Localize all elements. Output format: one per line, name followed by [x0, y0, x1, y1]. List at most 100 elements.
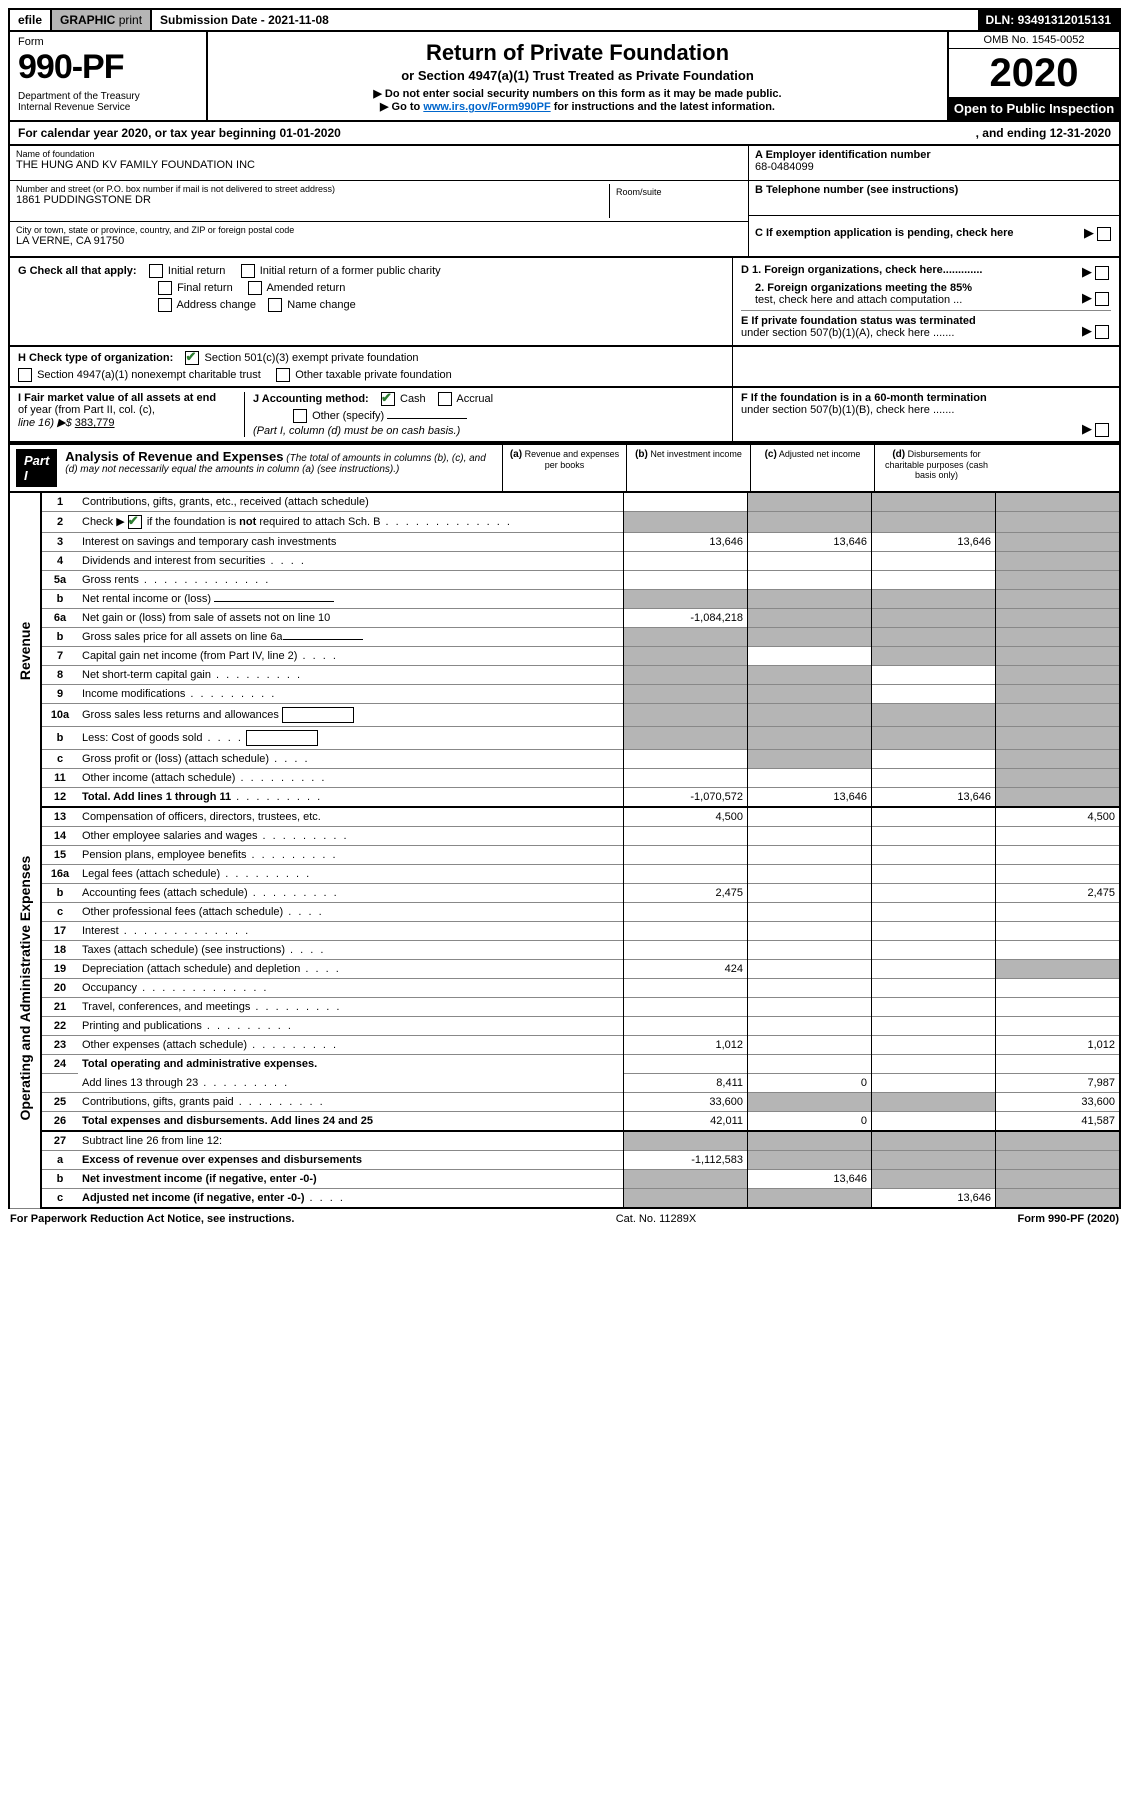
g-initial-return[interactable] [149, 264, 163, 278]
d2-checkbox[interactable]: ▶ [1082, 290, 1111, 306]
col-a-header: (a) Revenue and expenses per books [502, 445, 626, 491]
schB-checkbox[interactable] [128, 515, 142, 529]
row-11-desc: Other income (attach schedule) [82, 772, 235, 784]
f-checkbox[interactable]: ▶ [1082, 421, 1111, 437]
goto-link-line: ▶ Go to www.irs.gov/Form990PF for instru… [216, 100, 939, 113]
form-footer-label: Form 990-PF (2020) [1017, 1213, 1119, 1225]
open-public-badge: Open to Public Inspection [949, 97, 1119, 120]
r12-col-b: 13,646 [748, 788, 872, 808]
r23-col-d: 1,012 [996, 1036, 1121, 1055]
h-other-taxable[interactable] [276, 368, 290, 382]
e-label-b: under section 507(b)(1)(A), check here .… [741, 327, 954, 339]
h-label: H Check type of organization: [18, 352, 173, 364]
row-21-desc: Travel, conferences, and meetings [82, 1001, 250, 1013]
r27b-col-b: 13,646 [748, 1170, 872, 1189]
calendar-year-row: For calendar year 2020, or tax year begi… [8, 122, 1121, 146]
part1-table: Revenue 1 Contributions, gifts, grants, … [8, 493, 1121, 1209]
r6a-col-a: -1,084,218 [624, 609, 748, 628]
row-24-desc-a: Total operating and administrative expen… [82, 1058, 317, 1070]
graphic-print[interactable]: GRAPHIC print [52, 10, 152, 30]
g-d-row: G Check all that apply: Initial return I… [8, 258, 1121, 347]
tax-year: 2020 [949, 49, 1119, 97]
top-bar: efile GRAPHIC print Submission Date - 20… [8, 8, 1121, 32]
row-27b-desc: Net investment income (if negative, ente… [82, 1173, 317, 1185]
row-26-desc: Total expenses and disbursements. Add li… [82, 1115, 373, 1127]
f-label-b: under section 507(b)(1)(B), check here .… [741, 404, 954, 416]
j-other[interactable] [293, 409, 307, 423]
r3-col-b: 13,646 [748, 533, 872, 552]
part1-header: Part I Analysis of Revenue and Expenses … [8, 443, 1121, 493]
form-title: Return of Private Foundation [216, 40, 939, 66]
row-9-desc: Income modifications [82, 688, 185, 700]
j-cash[interactable] [381, 392, 395, 406]
street-address: 1861 PUDDINGSTONE DR [16, 194, 609, 206]
r26-col-d: 41,587 [996, 1112, 1121, 1132]
r3-col-a: 13,646 [624, 533, 748, 552]
row-10a-desc: Gross sales less returns and allowances [82, 709, 279, 721]
fmv-value: 383,779 [75, 417, 115, 429]
g-initial-former[interactable] [241, 264, 255, 278]
cat-no: Cat. No. 11289X [616, 1213, 697, 1225]
row-6b-desc: Gross sales price for all assets on line… [82, 631, 283, 643]
r13-col-d: 4,500 [996, 807, 1121, 827]
phone-label: B Telephone number (see instructions) [755, 184, 1113, 196]
row-17-desc: Interest [82, 925, 119, 937]
row-27c-desc: Adjusted net income (if negative, enter … [82, 1192, 304, 1204]
h-row: H Check type of organization: Section 50… [8, 347, 1121, 388]
footer: For Paperwork Reduction Act Notice, see … [8, 1209, 1121, 1229]
row-14-desc: Other employee salaries and wages [82, 830, 257, 842]
address-label: Number and street (or P.O. box number if… [16, 184, 609, 194]
ijf-row: I Fair market value of all assets at end… [8, 388, 1121, 443]
c-label: C If exemption application is pending, c… [755, 227, 1014, 239]
row-13-desc: Compensation of officers, directors, tru… [78, 807, 624, 827]
g-address-change[interactable] [158, 298, 172, 312]
row-22-desc: Printing and publications [82, 1020, 202, 1032]
i-label-3: line 16) ▶$ [18, 417, 75, 429]
city-state-zip: LA VERNE, CA 91750 [16, 235, 742, 247]
h-4947[interactable] [18, 368, 32, 382]
d2-label-a: 2. Foreign organizations meeting the 85% [755, 282, 972, 294]
j-label: J Accounting method: [253, 393, 369, 405]
row-5b-desc: Net rental income or (loss) [82, 593, 211, 605]
row-16c-desc: Other professional fees (attach schedule… [82, 906, 283, 918]
r23-col-a: 1,012 [624, 1036, 748, 1055]
r19-col-a: 424 [624, 960, 748, 979]
r25-col-d: 33,600 [996, 1093, 1121, 1112]
row-18-desc: Taxes (attach schedule) (see instruction… [82, 944, 285, 956]
g-name-change[interactable] [268, 298, 282, 312]
form990pf-link[interactable]: www.irs.gov/Form990PF [423, 101, 550, 113]
paperwork-notice: For Paperwork Reduction Act Notice, see … [10, 1213, 294, 1225]
g-amended-return[interactable] [248, 281, 262, 295]
ssn-warning: ▶ Do not enter social security numbers o… [216, 87, 939, 100]
r12-col-a: -1,070,572 [624, 788, 748, 808]
r24-col-a: 8,411 [624, 1074, 748, 1093]
expenses-side-label: Operating and Administrative Expenses [9, 807, 41, 1170]
col-c-header: (c) Adjusted net income [750, 445, 874, 491]
j-accrual[interactable] [438, 392, 452, 406]
g-final-return[interactable] [158, 281, 172, 295]
d1-checkbox[interactable]: ▶ [1082, 264, 1111, 280]
foundation-name: THE HUNG AND KV FAMILY FOUNDATION INC [16, 159, 742, 171]
row-25-desc: Contributions, gifts, grants paid [82, 1096, 234, 1108]
form-number: 990-PF [18, 48, 198, 87]
row-3-desc: Interest on savings and temporary cash i… [78, 533, 624, 552]
r16b-col-a: 2,475 [624, 884, 748, 903]
row-10c-desc: Gross profit or (loss) (attach schedule) [82, 753, 269, 765]
row-2-desc: Check ▶ if the foundation is not require… [78, 512, 624, 533]
col-b-header: (b) Net investment income [626, 445, 750, 491]
r25-col-a: 33,600 [624, 1093, 748, 1112]
r13-col-a: 4,500 [624, 807, 748, 827]
row-6a-desc: Net gain or (loss) from sale of assets n… [78, 609, 624, 628]
r27a-col-a: -1,112,583 [624, 1151, 748, 1170]
dept-treasury: Department of the Treasury [18, 91, 198, 102]
e-checkbox[interactable]: ▶ [1082, 323, 1111, 339]
c-checkbox[interactable]: ▶ [1084, 225, 1113, 241]
irs-label: Internal Revenue Service [18, 102, 198, 113]
dln: DLN: 93491312015131 [978, 10, 1119, 30]
form-subtitle: or Section 4947(a)(1) Trust Treated as P… [216, 68, 939, 83]
row-7-desc: Capital gain net income (from Part IV, l… [82, 650, 297, 662]
part1-label: Part I [16, 449, 57, 487]
e-label-a: E If private foundation status was termi… [741, 315, 976, 327]
entity-info: Name of foundation THE HUNG AND KV FAMIL… [8, 146, 1121, 258]
h-501c3[interactable] [185, 351, 199, 365]
